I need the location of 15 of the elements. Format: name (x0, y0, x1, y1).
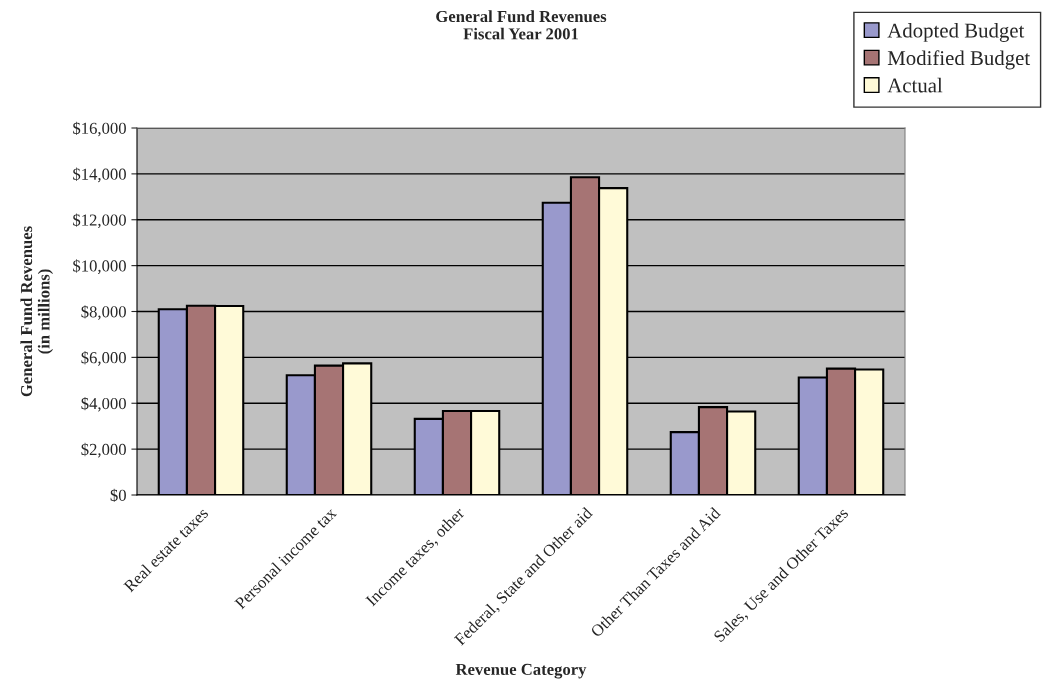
legend-label: Adopted Budget (887, 22, 1025, 42)
y-tick-label: $8,000 (81, 305, 126, 320)
chart-title: General Fund Revenues Fiscal Year 2001 (436, 10, 607, 40)
y-tick-label: $12,000 (73, 213, 126, 229)
y-tick-label: $6,000 (81, 351, 126, 366)
y-tick-label: $2,000 (81, 442, 126, 458)
legend-label: Modified Budget (887, 50, 1031, 70)
legend-label: Actual (887, 77, 943, 93)
y-tick-label: $16,000 (73, 121, 126, 137)
y-tick-label: $14,000 (73, 167, 126, 183)
x-axis-title: Revenue Category (455, 663, 587, 679)
y-tick-label: $10,000 (73, 259, 126, 274)
y-tick-label: $4,000 (81, 396, 126, 412)
y-tick-label: $0 (110, 488, 126, 503)
y-axis-title: General Fund Revenues (in millions) (20, 226, 53, 397)
